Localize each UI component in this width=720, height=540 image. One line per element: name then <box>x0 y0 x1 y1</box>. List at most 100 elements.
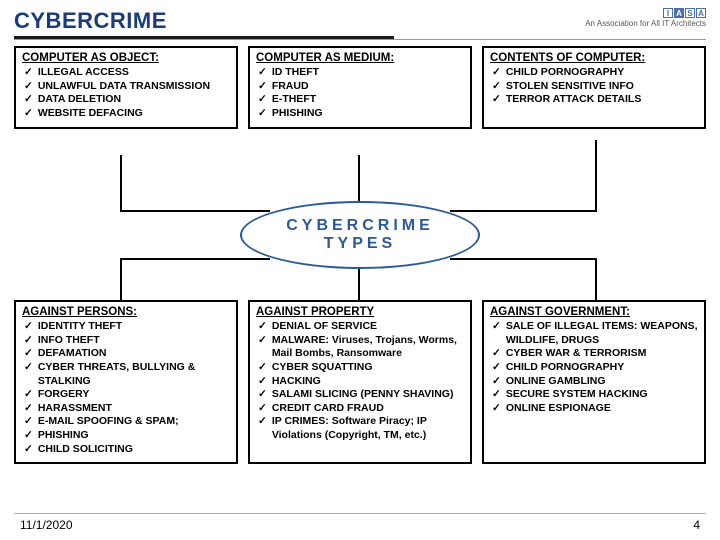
connector <box>358 268 360 303</box>
check-icon: ✓ <box>492 66 501 80</box>
list-item: ✓CREDIT CARD FRAUD <box>258 402 464 416</box>
top-box-1: COMPUTER AS MEDIUM:✓ID THEFT✓FRAUD✓E-THE… <box>248 46 472 129</box>
check-icon: ✓ <box>24 80 33 94</box>
connector <box>595 140 597 210</box>
box-list: ✓ID THEFT✓FRAUD✓E-THEFT✓PHISHING <box>256 66 464 121</box>
item-text: HACKING <box>272 375 321 389</box>
check-icon: ✓ <box>24 107 33 121</box>
connector <box>120 258 270 260</box>
connector <box>358 155 360 203</box>
logo-letter: A <box>696 8 706 18</box>
item-text: WEBSITE DEFACING <box>38 107 143 121</box>
logo-letters: I A S A <box>663 8 706 18</box>
list-item: ✓ ID THEFT <box>258 66 464 80</box>
item-text: SECURE SYSTEM HACKING <box>506 388 648 402</box>
list-item: ✓CYBER SQUATTING <box>258 361 464 375</box>
item-text: CREDIT CARD FRAUD <box>272 402 384 416</box>
box-list: ✓IDENTITY THEFT✓INFO THEFT✓DEFAMATION✓CY… <box>22 320 230 456</box>
check-icon: ✓ <box>258 93 267 107</box>
item-text: CYBER THREATS, BULLYING & STALKING <box>38 361 230 388</box>
check-icon: ✓ <box>258 320 267 334</box>
item-text: DATA DELETION <box>38 93 121 107</box>
center-oval: CYBERCRIME TYPES <box>240 201 480 269</box>
list-item: ✓ CHILD PORNOGRAPHY <box>492 361 698 375</box>
check-icon: ✓ <box>258 415 267 429</box>
oval-line1: CYBERCRIME <box>286 217 434 235</box>
connector <box>450 210 597 212</box>
box-title: AGAINST GOVERNMENT: <box>490 306 698 318</box>
check-icon: ✓ <box>258 80 267 94</box>
check-icon: ✓ <box>24 429 33 443</box>
item-text: CYBER WAR & TERRORISM <box>506 347 647 361</box>
list-item: ✓FORGERY <box>24 388 230 402</box>
box-title: CONTENTS OF COMPUTER: <box>490 52 698 64</box>
logo-tagline: An Association for All IT Architects <box>585 19 706 28</box>
list-item: ✓DEFAMATION <box>24 347 230 361</box>
item-text: ONLINE GAMBLING <box>506 375 606 389</box>
bottom-box-0: AGAINST PERSONS:✓IDENTITY THEFT✓INFO THE… <box>14 300 238 464</box>
check-icon: ✓ <box>24 93 33 107</box>
check-icon: ✓ <box>24 443 33 457</box>
check-icon: ✓ <box>24 347 33 361</box>
list-item: ✓CHILD SOLICITING <box>24 443 230 457</box>
list-item: ✓ STOLEN SENSITIVE INFO <box>492 80 698 94</box>
item-text: E-THEFT <box>272 93 316 107</box>
list-item: ✓ TERROR ATTACK DETAILS <box>492 93 698 107</box>
check-icon: ✓ <box>24 66 33 80</box>
item-text: ID THEFT <box>272 66 319 80</box>
check-icon: ✓ <box>258 375 267 389</box>
footer-date: 11/1/2020 <box>20 518 73 532</box>
connector <box>120 155 122 210</box>
item-text: MALWARE: Viruses, Trojans, Worms, Mail B… <box>272 334 464 361</box>
item-text: ILLEGAL ACCESS <box>38 66 129 80</box>
list-item: ✓ UNLAWFUL DATA TRANSMISSION <box>24 80 230 94</box>
check-icon: ✓ <box>258 66 267 80</box>
top-box-2: CONTENTS OF COMPUTER:✓CHILD PORNOGRAPHY✓… <box>482 46 706 129</box>
list-item: ✓IDENTITY THEFT <box>24 320 230 334</box>
check-icon: ✓ <box>492 402 501 416</box>
footer-line <box>14 513 706 514</box>
check-icon: ✓ <box>492 388 501 402</box>
list-item: ✓E-MAIL SPOOFING & SPAM; <box>24 415 230 429</box>
item-text: DENIAL OF SERVICE <box>272 320 377 334</box>
item-text: PHISHING <box>272 107 323 121</box>
list-item: ✓MALWARE: Viruses, Trojans, Worms, Mail … <box>258 334 464 361</box>
list-item: ✓PHISHING <box>258 107 464 121</box>
box-list: ✓SALE OF ILLEGAL ITEMS: WEAPONS, WILDLIF… <box>490 320 698 415</box>
item-text: ONLINE ESPIONAGE <box>506 402 611 416</box>
list-item: ✓ONLINE GAMBLING <box>492 375 698 389</box>
item-text: TERROR ATTACK DETAILS <box>506 93 642 107</box>
box-list: ✓CHILD PORNOGRAPHY✓STOLEN SENSITIVE INFO… <box>490 66 698 107</box>
item-text: UNLAWFUL DATA TRANSMISSION <box>38 80 210 94</box>
item-text: PHISHING <box>38 429 89 443</box>
list-item: ✓ PHISHING <box>24 429 230 443</box>
list-item: ✓SALE OF ILLEGAL ITEMS: WEAPONS, WILDLIF… <box>492 320 698 347</box>
connector <box>120 258 122 303</box>
list-item: ✓ E-THEFT <box>258 93 464 107</box>
check-icon: ✓ <box>258 388 267 402</box>
list-item: ✓ ONLINE ESPIONAGE <box>492 402 698 416</box>
bottom-box-2: AGAINST GOVERNMENT: ✓SALE OF ILLEGAL ITEM… <box>482 300 706 464</box>
footer: 11/1/2020 4 <box>0 518 720 532</box>
list-item: ✓ HACKING <box>258 375 464 389</box>
item-text: STOLEN SENSITIVE INFO <box>506 80 634 94</box>
bottom-box-1: AGAINST PROPERTY✓DENIAL OF SERVICE✓MALWA… <box>248 300 472 464</box>
item-text: FORGERY <box>38 388 90 402</box>
logo-letter: I <box>663 8 673 18</box>
connector <box>595 258 597 303</box>
item-text: CHILD PORNOGRAPHY <box>506 361 624 375</box>
list-item: ✓FRAUD <box>258 80 464 94</box>
item-text: E-MAIL SPOOFING & SPAM; <box>38 415 179 429</box>
list-item: ✓INFO THEFT <box>24 334 230 348</box>
top-box-0: COMPUTER AS OBJECT:✓ILLEGAL ACCESS✓UNLAW… <box>14 46 238 129</box>
check-icon: ✓ <box>492 361 501 375</box>
footer-page: 4 <box>693 518 700 532</box>
item-text: IP CRIMES: Software Piracy; IP Violation… <box>272 415 464 442</box>
check-icon: ✓ <box>492 93 501 107</box>
check-icon: ✓ <box>492 80 501 94</box>
list-item: ✓ ILLEGAL ACCESS <box>24 66 230 80</box>
list-item: ✓ SALAMI SLICING (PENNY SHAVING) <box>258 388 464 402</box>
header: CYBERCRIME I A S A An Association for Al… <box>0 0 720 34</box>
item-text: SALAMI SLICING (PENNY SHAVING) <box>272 388 454 402</box>
list-item: ✓ DATA DELETION <box>24 93 230 107</box>
